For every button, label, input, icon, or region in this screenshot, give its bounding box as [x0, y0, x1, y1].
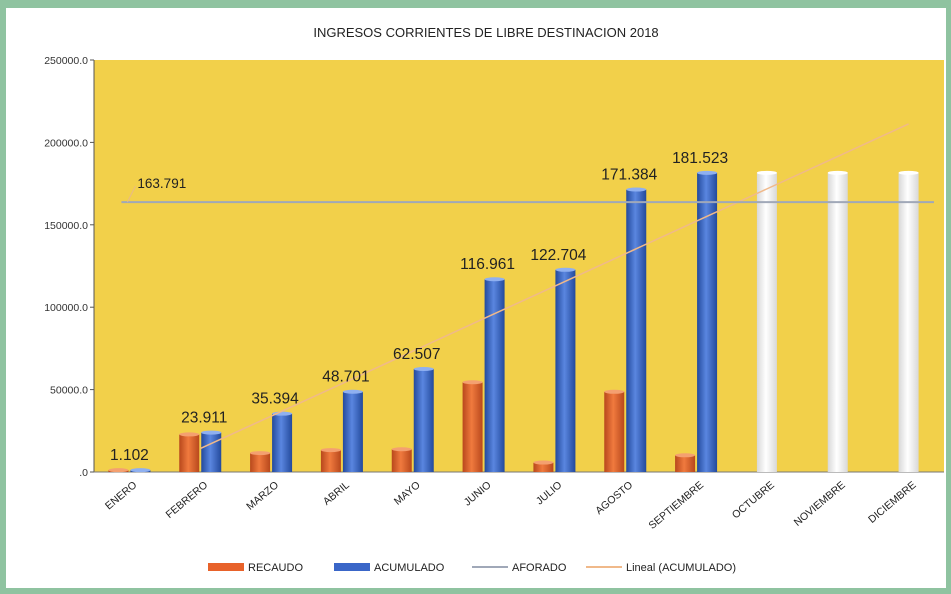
bar-acumulado-agosto	[626, 189, 647, 472]
bar-recaudo-agosto	[604, 391, 625, 472]
legend-item-recaudo-label: RECAUDO	[248, 562, 303, 574]
bar-cap-recaudo	[320, 448, 341, 453]
x-tick-label-septiembre: SEPTIEMBRE	[646, 479, 706, 532]
data-label-julio: 122.704	[530, 247, 586, 264]
y-tick-label: .0	[79, 467, 88, 479]
y-tick-label: 150000.0	[44, 220, 88, 232]
y-tick-label: 250000.0	[44, 55, 88, 67]
bar-cap-acumulado	[484, 277, 505, 282]
x-tick-label-marzo: MARZO	[244, 479, 281, 513]
bar-projected-octubre	[756, 172, 777, 472]
chart-title: INGRESOS CORRIENTES DE LIBRE DESTINACION…	[313, 25, 658, 40]
bar-cap-acumulado	[342, 389, 363, 394]
x-tick-label-febrero: FEBRERO	[164, 479, 211, 521]
data-label-septiembre: 181.523	[672, 150, 728, 167]
bar-projected-diciembre	[898, 172, 919, 472]
aforado-leader-line	[126, 185, 136, 203]
bar-cap-acumulado	[201, 430, 222, 435]
data-label-enero: 1.102	[110, 447, 149, 464]
bar-acumulado-septiembre	[697, 172, 718, 472]
bar-cap-acumulado	[827, 170, 848, 175]
bar-recaudo-julio	[533, 462, 554, 472]
plot-area	[94, 60, 944, 472]
x-tick-label-abril: ABRIL	[321, 479, 352, 508]
y-tick-label: 200000.0	[44, 137, 88, 149]
bar-recaudo-septiembre	[675, 455, 696, 472]
data-label-marzo: 35.394	[251, 391, 299, 408]
x-tick-label-noviembre: NOVIEMBRE	[792, 479, 848, 529]
data-label-junio: 116.961	[460, 256, 515, 273]
trendline-acumulado	[199, 123, 909, 450]
chart-panel: INGRESOS CORRIENTES DE LIBRE DESTINACION…	[6, 8, 946, 588]
legend-item-acumulado-label: ACUMULADO	[374, 562, 445, 574]
bar-recaudo-marzo	[250, 453, 271, 472]
data-label-abril: 48.701	[322, 369, 369, 386]
bar-cap-recaudo	[604, 389, 625, 394]
bar-recaudo-mayo	[391, 449, 412, 472]
bar-cap-recaudo	[108, 468, 129, 473]
x-tick-label-diciembre: DICIEMBRE	[866, 479, 918, 526]
bar-cap-acumulado	[626, 187, 647, 192]
data-label-febrero: 23.911	[181, 410, 227, 427]
bar-acumulado-abril	[342, 391, 363, 472]
bar-cap-acumulado	[697, 170, 718, 175]
data-label-mayo: 62.507	[393, 346, 440, 363]
bar-cap-recaudo	[675, 453, 696, 458]
bar-cap-acumulado	[413, 366, 434, 371]
bar-cap-recaudo	[179, 432, 200, 437]
bar-acumulado-junio	[484, 279, 505, 472]
data-label-aforado: 163.791	[137, 176, 186, 191]
bar-acumulado-marzo	[272, 413, 293, 472]
bar-cap-acumulado	[898, 170, 919, 175]
legend-item-aforado-label: AFORADO	[512, 562, 567, 574]
bar-cap-recaudo	[462, 380, 483, 385]
bar-cap-acumulado	[130, 468, 151, 473]
bar-cap-recaudo	[391, 447, 412, 452]
chart: INGRESOS CORRIENTES DE LIBRE DESTINACION…	[44, 25, 944, 574]
y-tick-label: 50000.0	[50, 385, 88, 397]
bar-recaudo-junio	[462, 382, 483, 472]
bar-cap-recaudo	[533, 460, 554, 465]
bar-acumulado-julio	[555, 269, 576, 472]
bar-cap-acumulado	[555, 267, 576, 272]
x-tick-label-mayo: MAYO	[392, 479, 423, 508]
bar-recaudo-febrero	[179, 434, 200, 472]
bar-recaudo-abril	[320, 450, 341, 472]
data-label-agosto: 171.384	[601, 167, 657, 184]
x-tick-label-julio: JULIO	[534, 479, 565, 507]
legend-item-lineal-acumulado-label: Lineal (ACUMULADO)	[626, 562, 736, 574]
legend-item-acumulado-swatch	[334, 563, 370, 571]
bar-acumulado-febrero	[201, 432, 222, 472]
x-tick-label-agosto: AGOSTO	[593, 479, 635, 517]
bar-acumulado-mayo	[413, 368, 434, 472]
bar-cap-recaudo	[250, 451, 271, 456]
legend-item-recaudo-swatch	[208, 563, 244, 571]
x-tick-label-octubre: OCTUBRE	[730, 479, 777, 521]
y-tick-label: 100000.0	[44, 302, 88, 314]
bar-cap-acumulado	[756, 170, 777, 175]
bar-projected-noviembre	[827, 172, 848, 472]
x-tick-label-enero: ENERO	[103, 479, 139, 512]
x-tick-label-junio: JUNIO	[462, 479, 494, 508]
